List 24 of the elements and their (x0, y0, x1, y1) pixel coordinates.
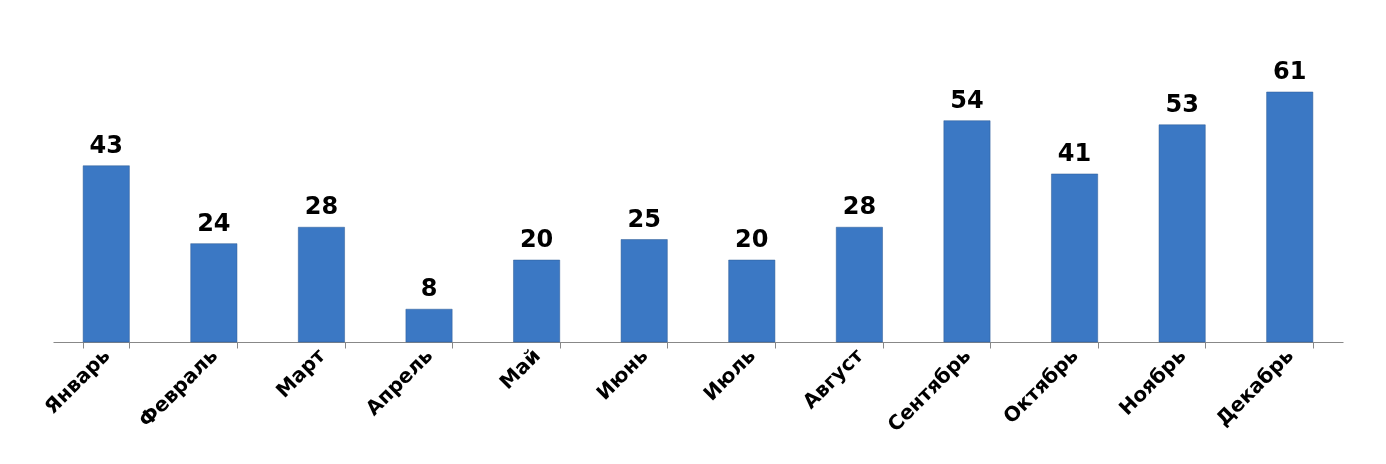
bar (513, 259, 560, 343)
data-label: 20 (735, 225, 769, 254)
data-label: 28 (304, 192, 339, 221)
data-label: 41 (1057, 138, 1092, 167)
data-label: 43 (89, 130, 123, 159)
bar (298, 227, 345, 343)
data-label: 24 (197, 208, 231, 237)
bar (1266, 91, 1314, 343)
bar (82, 165, 130, 343)
bar (1051, 173, 1098, 343)
data-label: 53 (1165, 89, 1199, 118)
bar (943, 120, 991, 343)
data-label: 54 (950, 85, 984, 114)
bar (190, 243, 238, 343)
data-label: 28 (842, 192, 877, 221)
data-label: 25 (627, 204, 661, 233)
bar (620, 239, 668, 343)
data-label: 8 (420, 274, 438, 303)
bar (405, 308, 453, 343)
data-label: 20 (519, 225, 554, 254)
bar (728, 259, 776, 343)
data-label: 61 (1273, 57, 1307, 85)
bar (836, 227, 883, 343)
bar (1158, 124, 1206, 343)
